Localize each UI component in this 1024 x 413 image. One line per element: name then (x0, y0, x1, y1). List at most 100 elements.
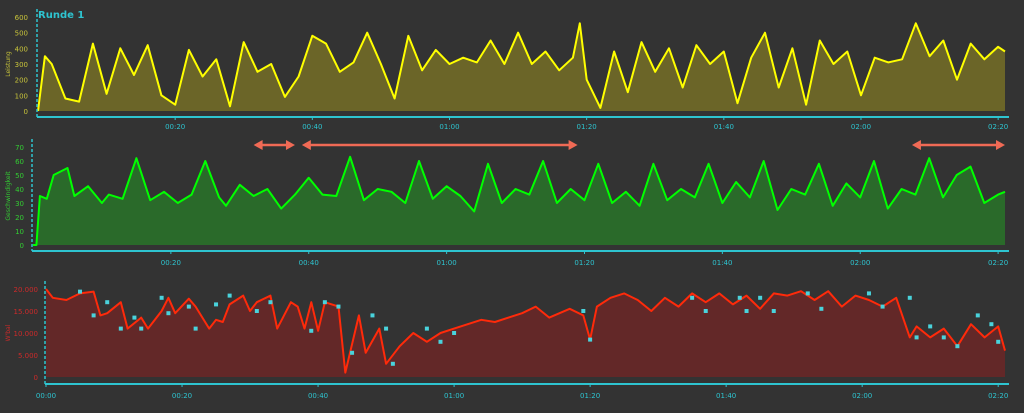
y-tick-label: 70 (15, 144, 24, 152)
series-line (45, 288, 1006, 374)
y-axis-label: Geschwindigkeit (5, 171, 12, 221)
data-marker[interactable] (744, 309, 749, 313)
data-marker[interactable] (703, 309, 708, 313)
data-marker[interactable] (975, 313, 980, 318)
data-marker[interactable] (105, 300, 110, 305)
x-tick-label: 02:00 (850, 259, 870, 267)
data-marker[interactable] (78, 289, 83, 294)
x-tick-label: 02:00 (852, 392, 872, 400)
data-marker[interactable] (914, 335, 919, 340)
x-tick-label: 00:20 (161, 259, 181, 267)
x-tick-label: 01:20 (577, 123, 597, 131)
x-tick-label: 01:40 (714, 123, 734, 131)
data-marker[interactable] (438, 339, 443, 344)
y-axis-label: Leistung (5, 51, 12, 77)
data-marker[interactable] (907, 295, 912, 300)
data-marker[interactable] (390, 361, 395, 366)
data-marker[interactable] (193, 326, 198, 331)
x-tick-label: 00:20 (165, 123, 185, 131)
x-tick-label: 02:00 (851, 123, 871, 131)
data-marker[interactable] (819, 306, 824, 311)
x-tick-label: 02:20 (988, 392, 1008, 400)
data-marker[interactable] (336, 304, 341, 309)
data-marker[interactable] (424, 326, 429, 331)
series-line (33, 155, 1006, 246)
x-tick-label: 01:40 (716, 392, 736, 400)
series-line (37, 22, 1006, 112)
y-tick-label: 400 (15, 45, 28, 53)
interval-arrows (253, 140, 1005, 150)
data-marker[interactable] (758, 295, 763, 300)
data-marker[interactable] (880, 304, 885, 309)
y-tick-label: 0 (24, 108, 28, 116)
data-marker[interactable] (186, 304, 191, 309)
interval-arrow (911, 140, 1005, 150)
data-marker[interactable] (452, 331, 457, 335)
data-marker[interactable] (350, 350, 355, 355)
y-axis-label: W'bal (5, 324, 12, 341)
data-marker[interactable] (805, 291, 810, 296)
y-tick-label: 200 (15, 77, 28, 85)
x-tick-label: 02:20 (988, 259, 1008, 267)
y-tick-label: 15.000 (14, 308, 39, 316)
y-tick-label: 30 (15, 200, 24, 208)
data-marker[interactable] (166, 311, 171, 316)
x-tick-label: 01:20 (574, 259, 594, 267)
data-marker[interactable] (227, 293, 232, 298)
y-tick-label: 5.000 (18, 352, 38, 360)
y-tick-label: 50 (15, 172, 24, 180)
x-tick-label: 01:00 (444, 392, 464, 400)
y-tick-label: 10 (15, 228, 24, 236)
data-marker[interactable] (581, 309, 586, 313)
x-tick-label: 01:00 (437, 259, 457, 267)
y-tick-label: 20.000 (14, 286, 39, 294)
x-tick-label: 00:20 (172, 392, 192, 400)
y-tick-label: 20 (15, 214, 24, 222)
data-marker[interactable] (370, 313, 375, 318)
interval-arrow (253, 140, 295, 150)
y-tick-label: 300 (15, 61, 28, 69)
chart-0: 0 100 200 300 400 500 600 Leistung 00:20 00:40 01:… (5, 9, 1009, 131)
y-tick-label: 40 (15, 186, 24, 194)
data-marker[interactable] (588, 337, 593, 342)
x-tick-label: 00:40 (299, 259, 319, 267)
data-marker[interactable] (91, 313, 96, 318)
data-marker[interactable] (384, 326, 389, 331)
x-tick-label: 00:40 (308, 392, 328, 400)
data-marker[interactable] (866, 291, 871, 296)
data-marker[interactable] (214, 302, 219, 307)
chart-1: 0 10 20 30 40 50 60 70 Geschwindigkeit 00:20 00:40… (5, 139, 1009, 267)
y-tick-label: 500 (15, 30, 28, 38)
data-marker[interactable] (322, 300, 327, 305)
data-marker[interactable] (955, 344, 960, 349)
y-tick-label: 60 (15, 158, 24, 166)
lap-title: Runde 1 (38, 10, 84, 21)
series-area (38, 23, 1005, 111)
x-tick-label: 01:00 (439, 123, 459, 131)
data-marker[interactable] (771, 309, 776, 313)
x-tick-label: 02:20 (988, 123, 1008, 131)
data-marker[interactable] (989, 322, 994, 327)
data-marker[interactable] (996, 339, 1001, 344)
data-marker[interactable] (132, 315, 137, 320)
data-marker[interactable] (941, 335, 946, 340)
data-marker[interactable] (254, 309, 259, 313)
y-tick-label: 10.000 (14, 330, 39, 338)
data-marker[interactable] (309, 328, 314, 333)
data-marker[interactable] (690, 295, 695, 300)
data-marker[interactable] (737, 295, 742, 300)
x-tick-label: 00:40 (302, 123, 322, 131)
y-tick-label: 600 (15, 14, 28, 22)
series-area (46, 289, 1005, 377)
data-marker[interactable] (139, 326, 144, 331)
data-marker[interactable] (268, 300, 273, 305)
x-tick-label: 01:20 (580, 392, 600, 400)
chart-2: 0 5.000 10.000 15.000 20.000 W'bal 00:00 00:20 0… (5, 281, 1009, 400)
data-marker[interactable] (118, 326, 123, 331)
data-marker[interactable] (159, 295, 164, 300)
y-tick-label: 0 (34, 374, 38, 382)
series-area (33, 156, 1005, 245)
data-marker[interactable] (928, 324, 933, 329)
y-tick-label: 100 (15, 92, 28, 100)
